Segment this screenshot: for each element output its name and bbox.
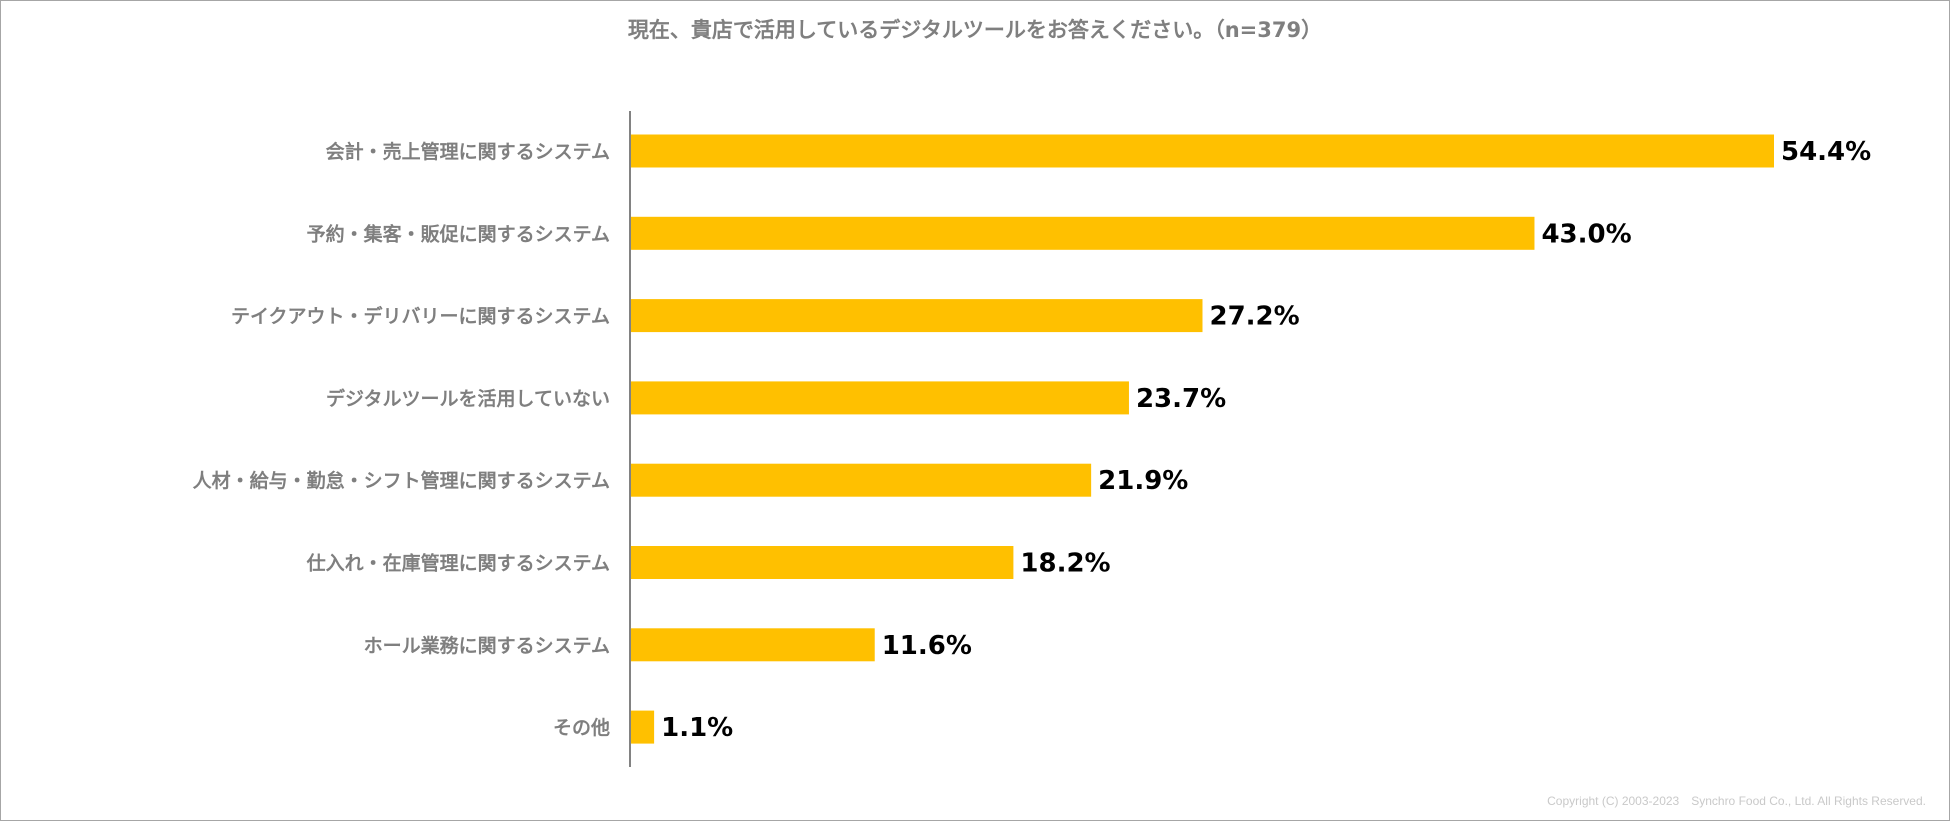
- value-label: 18.2%: [1020, 549, 1110, 579]
- bar: [631, 381, 1129, 415]
- value-label: 11.6%: [882, 631, 972, 661]
- category-label: 会計・売上管理に関するシステム: [326, 140, 610, 163]
- bar: [631, 299, 1203, 333]
- category-label: ホール業務に関するシステム: [364, 634, 610, 657]
- chart-title: 現在、貴店で活用しているデジタルツールをお答えください。（n=379）: [627, 18, 1323, 42]
- copyright-text: Copyright (C) 2003-2023 Synchro Food Co.…: [1547, 794, 1926, 808]
- category-label: 仕入れ・在庫管理に関するシステム: [306, 552, 610, 575]
- value-label: 43.0%: [1541, 219, 1631, 249]
- category-label: 予約・集客・販促に関するシステム: [307, 222, 610, 245]
- bar: [631, 546, 1014, 579]
- category-label: デジタルツールを活用していない: [326, 387, 610, 410]
- bar: [631, 463, 1092, 497]
- value-label: 1.1%: [661, 713, 733, 743]
- category-label: 人材・給与・勤怠・シフト管理に関するシステム: [193, 469, 610, 492]
- bar: [631, 134, 1774, 168]
- value-label: 21.9%: [1098, 466, 1188, 496]
- bars-group: 会計・売上管理に関するシステム 54.4% 予約・集客・販促に関するシステム 43.0…: [193, 134, 1871, 744]
- value-label: 54.4%: [1781, 137, 1871, 167]
- value-label: 23.7%: [1136, 384, 1226, 414]
- value-label: 27.2%: [1210, 302, 1300, 332]
- bar: [631, 628, 875, 662]
- bar: [631, 710, 655, 744]
- category-label: その他: [553, 716, 610, 739]
- category-label: テイクアウト・デリバリーに関するシステム: [231, 305, 610, 328]
- bar: [631, 216, 1535, 250]
